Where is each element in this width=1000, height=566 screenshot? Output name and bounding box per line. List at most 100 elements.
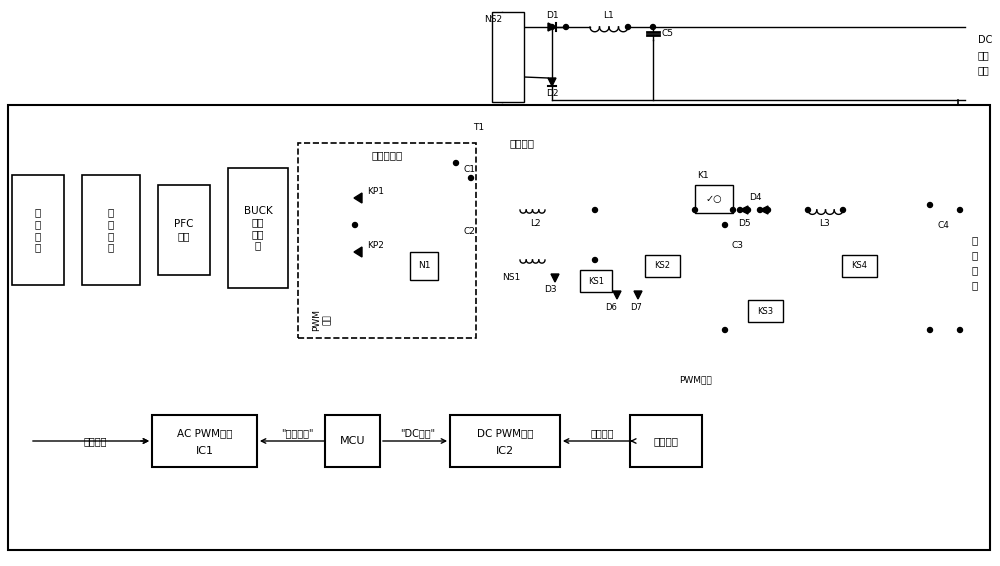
- Circle shape: [722, 328, 728, 332]
- Text: C4: C4: [937, 221, 949, 230]
- Circle shape: [626, 24, 631, 29]
- Text: "DC模式": "DC模式": [400, 428, 436, 438]
- Text: 输出反馈: 输出反馈: [590, 428, 614, 438]
- Text: KS1: KS1: [588, 277, 604, 285]
- Circle shape: [454, 161, 458, 165]
- Circle shape: [840, 208, 846, 212]
- Bar: [298, 143, 476, 338]
- Circle shape: [806, 208, 810, 212]
- Text: "充电模式": "充电模式": [281, 428, 313, 438]
- Text: PFC
电路: PFC 电路: [174, 219, 194, 241]
- Bar: [492, 12, 524, 102]
- Bar: [842, 255, 877, 277]
- Text: 输出反馈: 输出反馈: [83, 436, 107, 446]
- Text: D1: D1: [546, 11, 558, 20]
- Circle shape: [650, 24, 656, 29]
- Bar: [82, 175, 140, 285]
- Polygon shape: [760, 206, 768, 214]
- Text: C3: C3: [732, 242, 744, 251]
- Text: 池: 池: [972, 280, 978, 290]
- Text: K1: K1: [697, 171, 709, 181]
- Polygon shape: [613, 291, 621, 299]
- Text: 电: 电: [972, 265, 978, 275]
- Polygon shape: [354, 193, 362, 203]
- Circle shape: [722, 222, 728, 228]
- Text: 主变压器: 主变压器: [510, 138, 534, 148]
- Text: 显示单元: 显示单元: [654, 436, 678, 446]
- Circle shape: [766, 208, 770, 212]
- Text: 力: 力: [972, 250, 978, 260]
- Text: L3: L3: [820, 220, 830, 229]
- Bar: [325, 415, 380, 467]
- Text: 动: 动: [972, 235, 978, 245]
- Text: 低压: 低压: [978, 50, 990, 60]
- Text: IC2: IC2: [496, 446, 514, 456]
- Text: BUCK
预稳
压电
路: BUCK 预稳 压电 路: [244, 205, 272, 250]
- Circle shape: [958, 208, 962, 212]
- Text: D2: D2: [546, 89, 558, 98]
- Text: L1: L1: [604, 11, 614, 20]
- Bar: [580, 270, 612, 292]
- Text: DC: DC: [978, 35, 992, 45]
- Bar: [158, 185, 210, 275]
- Circle shape: [928, 328, 932, 332]
- Bar: [630, 415, 702, 467]
- Text: C2: C2: [463, 226, 475, 235]
- Text: DC PWM控制: DC PWM控制: [477, 428, 533, 438]
- Text: D5: D5: [738, 218, 750, 228]
- Polygon shape: [634, 291, 642, 299]
- Text: NS2: NS2: [484, 15, 502, 24]
- Text: NS1: NS1: [502, 273, 520, 282]
- Circle shape: [592, 258, 598, 263]
- Text: KP2: KP2: [367, 242, 384, 251]
- Text: KS4: KS4: [852, 261, 868, 271]
- Circle shape: [564, 24, 568, 29]
- Text: KS2: KS2: [654, 261, 670, 271]
- Circle shape: [758, 208, 763, 212]
- Text: 主开关电路: 主开关电路: [371, 150, 403, 160]
- Bar: [450, 415, 560, 467]
- Text: D4: D4: [749, 194, 761, 203]
- Text: L2: L2: [530, 220, 540, 229]
- Circle shape: [692, 208, 698, 212]
- Text: D7: D7: [630, 303, 642, 312]
- Bar: [12, 175, 64, 285]
- Bar: [645, 255, 680, 277]
- Polygon shape: [548, 78, 556, 86]
- Circle shape: [730, 208, 736, 212]
- Polygon shape: [551, 274, 559, 282]
- Text: MCU: MCU: [340, 436, 365, 446]
- Text: C5: C5: [662, 28, 674, 37]
- Text: N1: N1: [418, 261, 430, 271]
- Text: KS3: KS3: [757, 307, 774, 315]
- Circle shape: [746, 208, 750, 212]
- Circle shape: [958, 328, 962, 332]
- Text: C1: C1: [463, 165, 475, 174]
- Circle shape: [928, 203, 932, 208]
- Text: ✓○: ✓○: [706, 194, 722, 204]
- Circle shape: [738, 208, 742, 212]
- Polygon shape: [740, 206, 748, 214]
- Bar: [228, 168, 288, 288]
- Text: PWM控制: PWM控制: [679, 375, 711, 384]
- Text: 电器: 电器: [978, 65, 990, 75]
- Text: IC1: IC1: [196, 446, 214, 456]
- Text: PWM
控制: PWM 控制: [312, 309, 332, 331]
- Text: D3: D3: [544, 285, 556, 294]
- Polygon shape: [354, 247, 362, 257]
- Circle shape: [468, 175, 474, 181]
- Text: D6: D6: [605, 303, 617, 312]
- Bar: [152, 415, 257, 467]
- Bar: [695, 185, 733, 213]
- Text: KP1: KP1: [367, 187, 384, 196]
- Bar: [8, 105, 990, 550]
- Text: 整
流
滤
波: 整 流 滤 波: [108, 208, 114, 252]
- Text: T1: T1: [473, 123, 485, 132]
- Polygon shape: [548, 23, 556, 31]
- Circle shape: [352, 222, 358, 228]
- Circle shape: [550, 24, 554, 29]
- Text: 市
电
输
入: 市 电 输 入: [35, 208, 41, 252]
- Text: AC PWM控制: AC PWM控制: [177, 428, 232, 438]
- Circle shape: [592, 208, 598, 212]
- Bar: [748, 300, 783, 322]
